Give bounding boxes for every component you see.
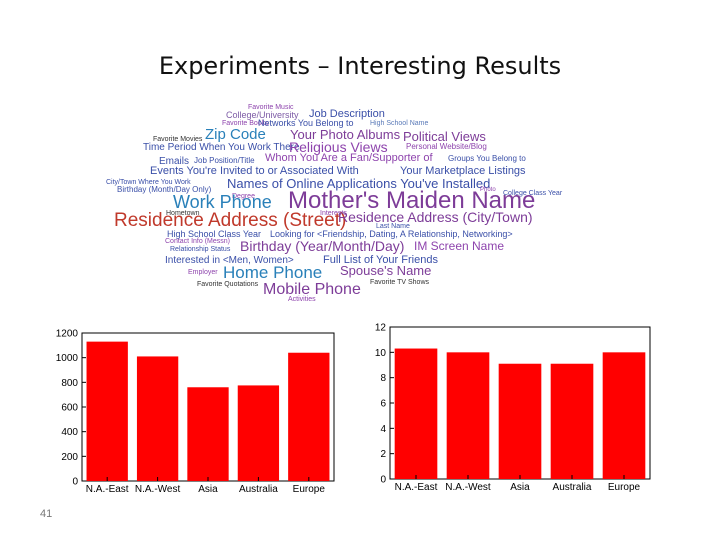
word-cloud-term: Interests <box>320 210 347 217</box>
y-tick-label: 8 <box>380 373 386 384</box>
word-cloud-term: Degree <box>232 193 255 200</box>
word-cloud-term: High School Class Year <box>167 229 262 239</box>
y-tick-label: 800 <box>61 378 78 389</box>
y-tick-label: 1200 <box>56 329 79 340</box>
bar <box>237 385 280 481</box>
word-cloud-term: Personal Website/Blog <box>406 142 487 151</box>
word-cloud-term: Mother's Maiden Name <box>288 187 536 214</box>
bar <box>86 341 128 481</box>
word-cloud-term: City/Town Where You Work <box>106 179 191 186</box>
y-tick-label: 0 <box>380 475 386 486</box>
y-tick-label: 200 <box>61 452 78 463</box>
word-cloud-term: Favorite Quotations <box>197 281 259 288</box>
word-cloud-term: IM Screen Name <box>414 239 505 253</box>
bar-chart-right: 0 2 4 6 8 10 12 N.A.-East N.A.-West Asia Australia… <box>375 323 651 493</box>
x-tick-label: Australia <box>553 482 592 493</box>
y-tick-label: 10 <box>375 348 387 359</box>
bar <box>187 387 229 481</box>
word-cloud-term: Favorite Movies <box>153 136 203 143</box>
y-tick-label: 4 <box>380 424 386 435</box>
x-tick-label: Europe <box>608 482 641 493</box>
y-tick-label: 400 <box>61 427 78 438</box>
word-cloud-term: Events You're Invited to or Associated W… <box>150 165 359 177</box>
slide-number: 41 <box>40 508 53 520</box>
bar <box>498 363 542 479</box>
word-cloud-term: Birthday (Year/Month/Day) <box>240 238 405 254</box>
bar <box>288 352 330 481</box>
bar <box>602 352 646 479</box>
word-cloud: Favorite Music College/University Job Desc… <box>100 100 600 305</box>
word-cloud-term: Photo <box>480 187 496 193</box>
word-cloud-term: Looking for <Friendship, Dating, A Relat… <box>270 229 513 239</box>
word-cloud-term: Names of Online Applications You've Inst… <box>227 176 491 191</box>
word-cloud-term: Your Photo Albums <box>290 127 401 142</box>
word-cloud-term: Favorite TV Shows <box>370 279 430 286</box>
x-tick-label: Europe <box>293 484 326 495</box>
word-cloud-term: Residence Address (Street) <box>114 210 347 231</box>
word-cloud-term: Activities <box>288 296 316 303</box>
word-cloud-term: High School Name <box>370 120 429 127</box>
word-cloud-term: Job Position/Title <box>194 156 255 165</box>
y-tick-label: 6 <box>380 399 386 410</box>
bar <box>446 352 490 479</box>
y-tick-label: 0 <box>72 477 78 488</box>
word-cloud-term: Emails <box>159 156 190 167</box>
word-cloud-term: Groups You Belong to <box>448 154 526 163</box>
y-tick-label: 1000 <box>56 353 79 364</box>
word-cloud-term: Political Views <box>403 129 486 144</box>
bar <box>550 363 594 479</box>
x-tick-label: N.A.-West <box>445 482 491 493</box>
bar <box>394 348 438 479</box>
word-cloud-term: Spouse's Name <box>340 263 432 278</box>
bar <box>136 356 179 481</box>
word-cloud-term: Networks You Belong to <box>258 118 354 128</box>
word-cloud-term: Contact Info (Messn) <box>165 238 230 245</box>
word-cloud-term: Mobile Phone <box>263 281 361 298</box>
word-cloud-term: Residence Address (City/Town) <box>338 209 533 225</box>
word-cloud-term: Birthday (Month/Day Only) <box>117 185 212 194</box>
word-cloud-term: Interested in <Men, Women> <box>165 255 294 266</box>
x-tick-label: N.A.-East <box>86 484 129 495</box>
word-cloud-term: Last Name <box>376 223 410 230</box>
word-cloud-term: College/University <box>226 110 299 120</box>
x-tick-label: Australia <box>239 484 278 495</box>
word-cloud-term: Hometown <box>166 210 200 217</box>
word-cloud-term: Your Marketplace Listings <box>400 165 526 177</box>
word-cloud-term: Work Phone <box>173 192 272 212</box>
word-cloud-term: Home Phone <box>223 263 323 282</box>
word-cloud-term: Time Period When You Work There <box>143 142 300 153</box>
word-cloud-term: Favorite Music <box>248 104 294 111</box>
y-tick-label: 12 <box>375 323 387 334</box>
word-cloud-term: Religious Views <box>289 139 388 155</box>
word-cloud-term: Job Description <box>309 108 385 120</box>
y-tick-label: 600 <box>61 403 78 414</box>
word-cloud-term: Whom You Are a Fan/Supporter of <box>265 152 433 164</box>
bar-chart-left: 0 200 400 600 800 1000 1200 N.A.-East N.A.-West A… <box>56 329 335 495</box>
x-tick-label: N.A.-East <box>395 482 438 493</box>
word-cloud-term: Zip Code <box>205 126 266 143</box>
x-tick-label: Asia <box>198 484 218 495</box>
word-cloud-term: Favorite Books <box>222 120 269 127</box>
x-tick-label: N.A.-West <box>135 484 181 495</box>
x-tick-label: Asia <box>510 482 530 493</box>
y-tick-label: 2 <box>380 449 386 460</box>
word-cloud-term: Full List of Your Friends <box>323 254 438 266</box>
word-cloud-term: Relationship Status <box>170 246 231 253</box>
word-cloud-term: Employer <box>188 269 218 276</box>
word-cloud-term: College Class Year <box>503 190 563 197</box>
slide-title: Experiments – Interesting Results <box>158 52 562 80</box>
